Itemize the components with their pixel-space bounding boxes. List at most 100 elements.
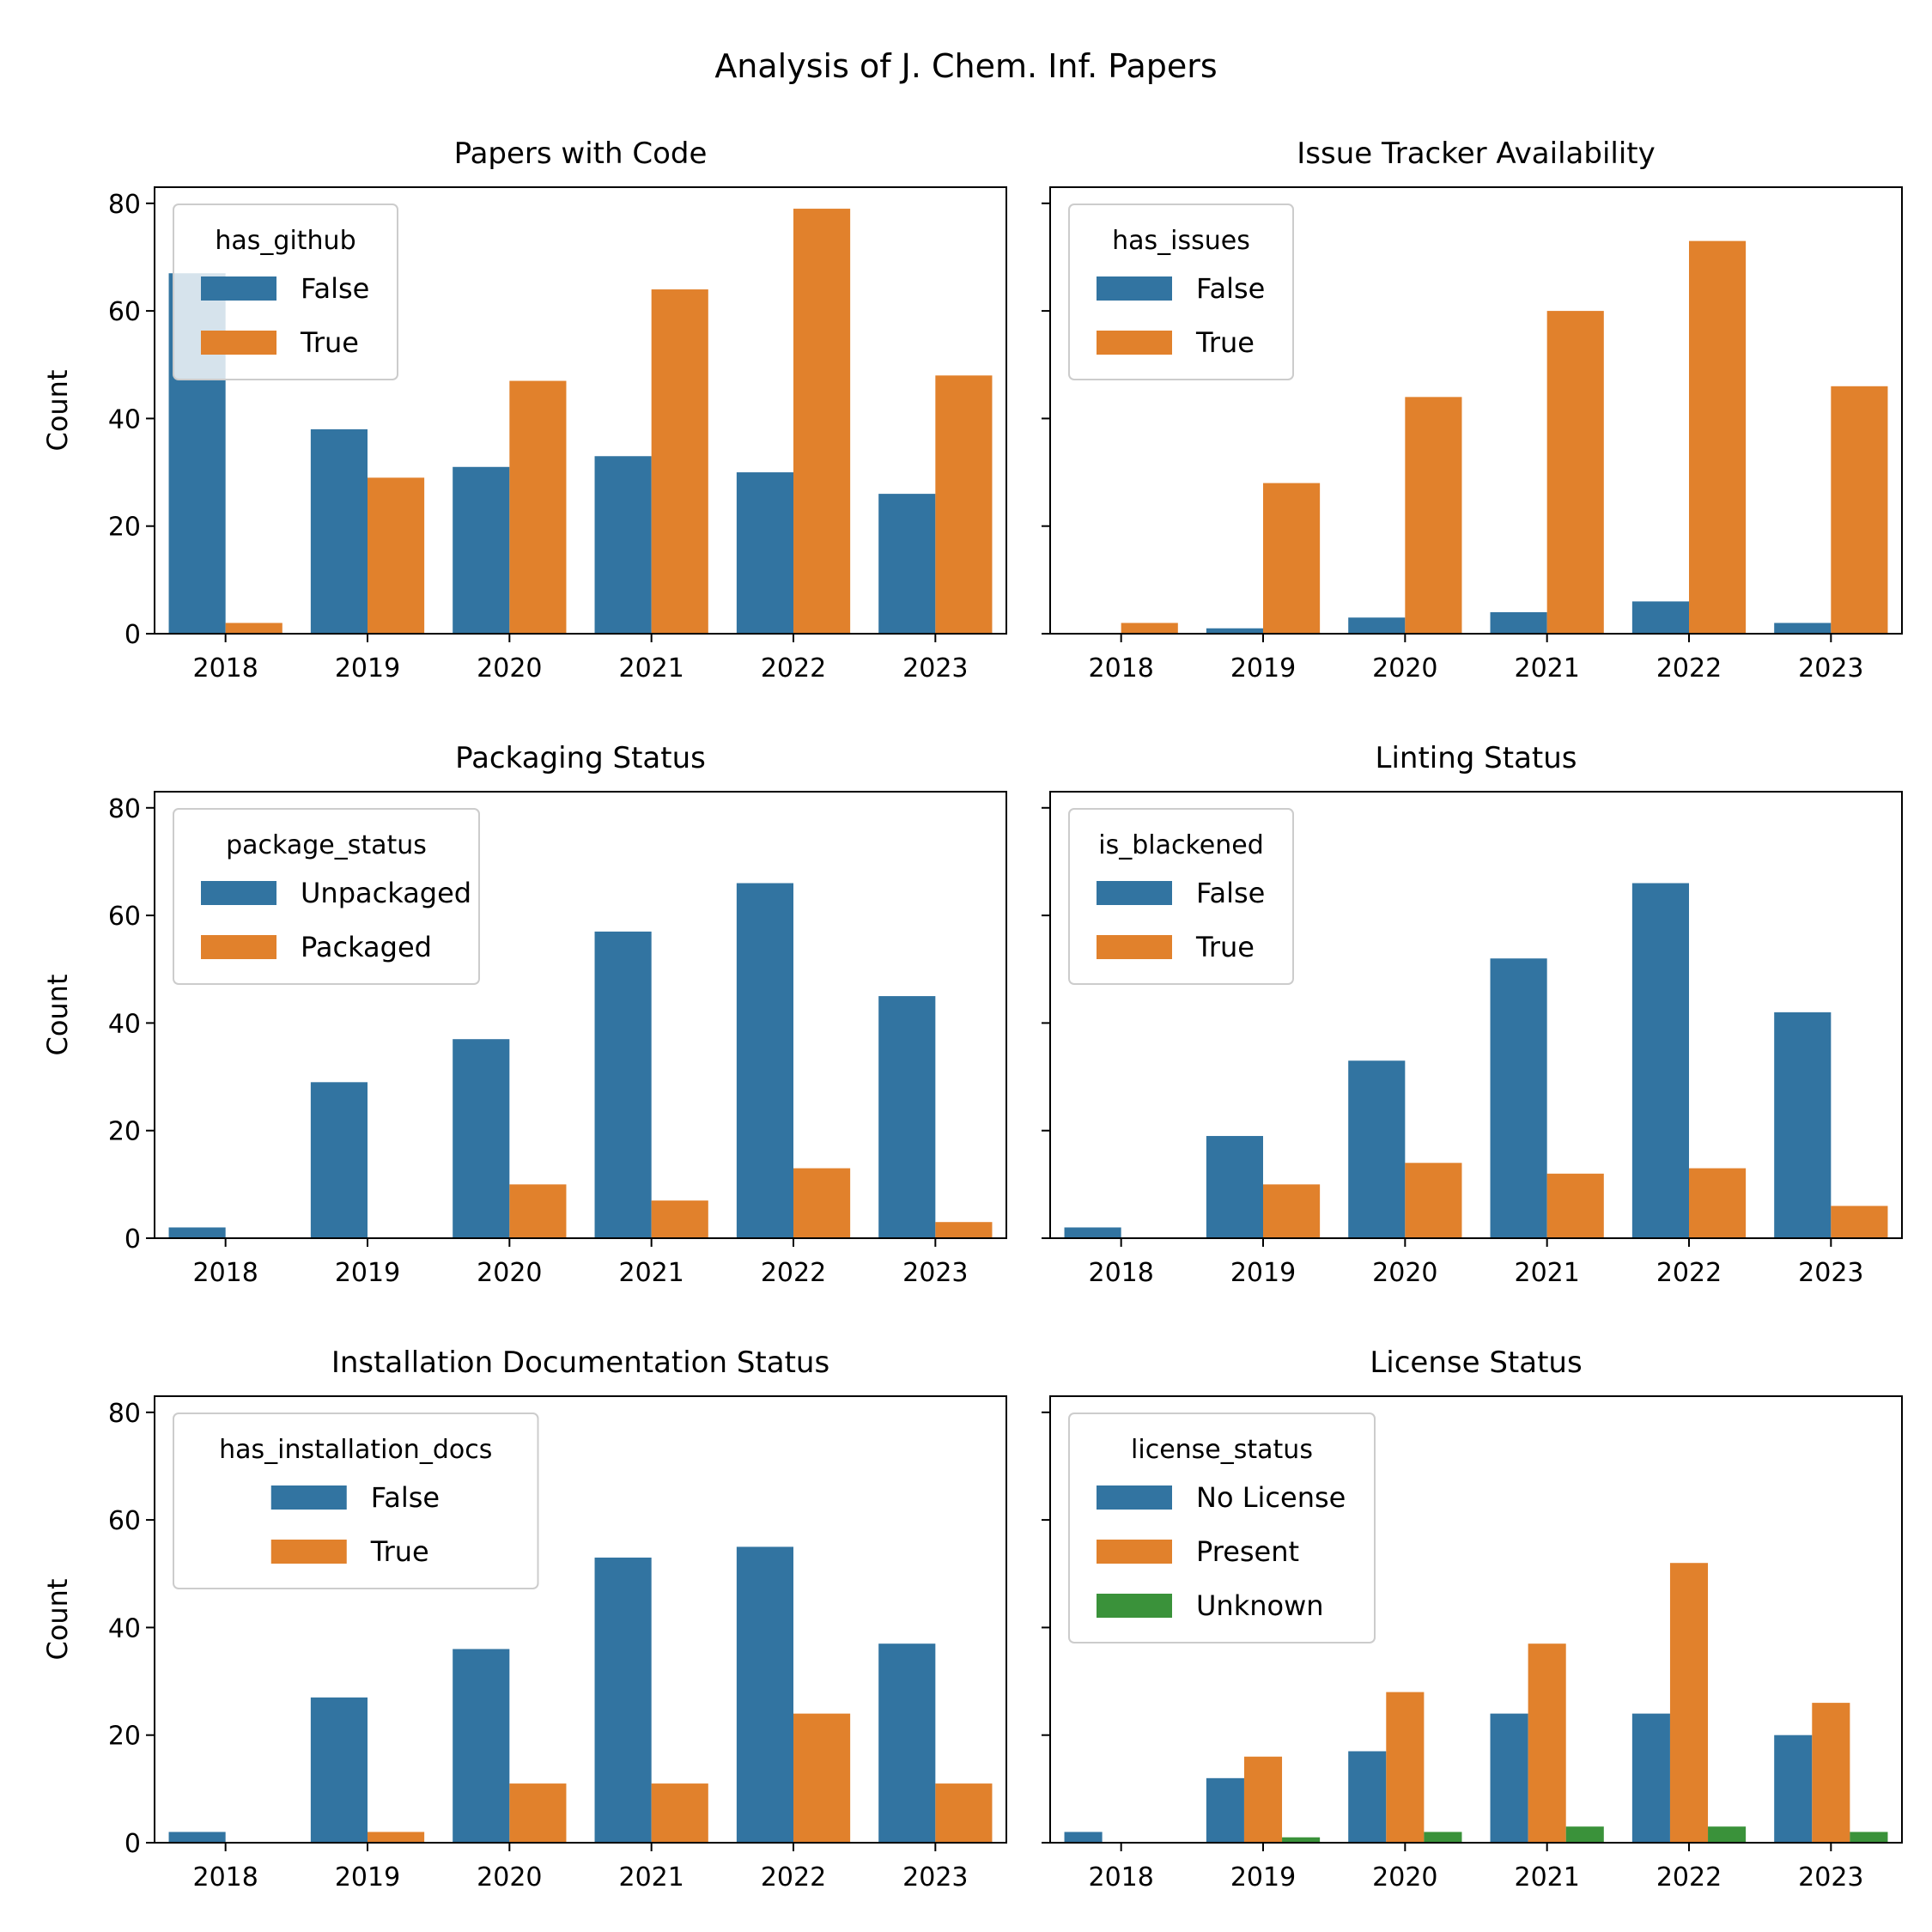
axes-frame xyxy=(154,186,1007,635)
x-tick-label: 2018 xyxy=(1088,1258,1153,1288)
y-tick-label: 40 xyxy=(108,404,141,434)
subplot-3: Packaging Status 0 20 40 60 80 Count 2018 2019 20… xyxy=(41,741,1007,1288)
subplot-title: Linting Status xyxy=(1376,741,1577,775)
y-axis-label: Count xyxy=(41,369,74,451)
legend-frame xyxy=(173,1413,539,1589)
bar xyxy=(1774,1735,1813,1843)
bar xyxy=(594,1557,652,1843)
bar xyxy=(1405,397,1462,634)
bar xyxy=(1490,958,1547,1238)
legend-swatch xyxy=(270,1540,347,1564)
legend-title: is_blackened xyxy=(1098,830,1264,860)
x-tick-label: 2018 xyxy=(192,1258,258,1288)
legend-swatch xyxy=(1097,935,1172,959)
legend-title: has_installation_docs xyxy=(219,1435,492,1465)
y-tick-label: 40 xyxy=(108,1009,141,1039)
bar xyxy=(1631,601,1689,634)
bar xyxy=(168,1227,226,1238)
legend-swatch xyxy=(201,331,276,355)
x-tick-label: 2021 xyxy=(618,653,683,683)
bar xyxy=(453,1039,510,1238)
bar xyxy=(793,1168,851,1238)
bar xyxy=(1631,883,1689,1238)
bar xyxy=(1348,1060,1406,1238)
subplot-1: Papers with Code 0 20 40 60 80 Count 2018 2019 20… xyxy=(41,137,1007,683)
x-tick-label: 2019 xyxy=(1230,1258,1296,1288)
subplot-title: Installation Documentation Status xyxy=(331,1346,829,1380)
subplot-4: Linting Status 2018 2019 2020 2021 2022 2023 is… xyxy=(1042,741,1903,1288)
bar xyxy=(1348,1751,1387,1843)
x-tick-label: 2018 xyxy=(1088,653,1153,683)
bar xyxy=(878,494,936,634)
legend-swatch xyxy=(270,1485,347,1510)
bar xyxy=(594,456,652,634)
axes-frame xyxy=(1049,791,1903,1239)
x-tick-label: 2021 xyxy=(1514,1258,1579,1288)
x-tick-label: 2021 xyxy=(1514,1862,1579,1893)
bar xyxy=(736,1546,793,1843)
y-tick-label: 20 xyxy=(108,1117,141,1147)
legend-label: False xyxy=(301,272,369,305)
subplot-grid: Papers with Code 0 20 40 60 80 Count 2018 2019 20… xyxy=(41,137,1903,1893)
legend-label: Present xyxy=(1196,1535,1299,1568)
bar xyxy=(1348,617,1406,634)
bar xyxy=(368,1832,425,1843)
bar xyxy=(935,1783,993,1843)
legend-swatch xyxy=(1097,1540,1172,1564)
figure-title: Analysis of J. Chem. Inf. Papers xyxy=(714,47,1217,85)
bar xyxy=(736,883,793,1238)
x-tick-label: 2020 xyxy=(1372,1258,1437,1288)
x-tick-label: 2020 xyxy=(477,1258,542,1288)
y-tick-label: 80 xyxy=(108,794,141,824)
x-tick-label: 2021 xyxy=(1514,653,1579,683)
legend-label: Packaged xyxy=(301,931,432,963)
x-tick-label: 2019 xyxy=(335,1258,400,1288)
bar xyxy=(1631,1713,1670,1843)
legend-label: No License xyxy=(1196,1481,1346,1514)
y-tick-label: 20 xyxy=(108,513,141,543)
bars xyxy=(1064,883,1888,1238)
legend-label: True xyxy=(300,326,359,359)
y-tick-label: 80 xyxy=(108,190,141,220)
legend-label: True xyxy=(1195,326,1255,359)
legend-swatch xyxy=(201,276,276,301)
bar xyxy=(1708,1826,1747,1843)
y-tick-label: 60 xyxy=(108,1506,141,1536)
bar xyxy=(509,380,567,634)
bar xyxy=(935,1222,993,1238)
legend-title: has_issues xyxy=(1112,226,1250,256)
y-tick-label: 40 xyxy=(108,1613,141,1643)
x-tick-label: 2022 xyxy=(1656,653,1722,683)
axes-frame xyxy=(1049,186,1903,635)
bar xyxy=(1546,1173,1604,1238)
bar xyxy=(1206,628,1263,634)
x-tick-label: 2019 xyxy=(335,1862,400,1893)
bar xyxy=(651,289,708,634)
bar xyxy=(793,1713,851,1843)
x-tick-label: 2018 xyxy=(1088,1862,1153,1893)
bars xyxy=(168,883,993,1238)
bar xyxy=(1263,1184,1321,1238)
legend-swatch xyxy=(1097,1485,1172,1510)
bar xyxy=(736,472,793,634)
bar xyxy=(1831,1206,1888,1238)
bar xyxy=(1121,623,1178,634)
axes-frame xyxy=(154,1395,1007,1844)
bar xyxy=(368,477,425,634)
subplot-6: License Status 2018 2019 2020 2021 2022 2023 li… xyxy=(1042,1346,1903,1893)
bar xyxy=(1206,1135,1263,1238)
legend: is_blackened False True xyxy=(1068,808,1294,985)
x-tick-label: 2023 xyxy=(902,653,968,683)
bar xyxy=(1528,1643,1566,1843)
bar xyxy=(225,623,283,634)
bar xyxy=(310,428,368,634)
bar xyxy=(1405,1163,1462,1238)
subplot-title: Papers with Code xyxy=(454,137,708,171)
x-tick-label: 2020 xyxy=(477,1862,542,1893)
subplot-title: Packaging Status xyxy=(455,741,706,775)
legend-label: True xyxy=(370,1535,429,1568)
bar xyxy=(651,1200,708,1238)
x-tick-label: 2023 xyxy=(1798,653,1863,683)
bar xyxy=(935,375,993,634)
